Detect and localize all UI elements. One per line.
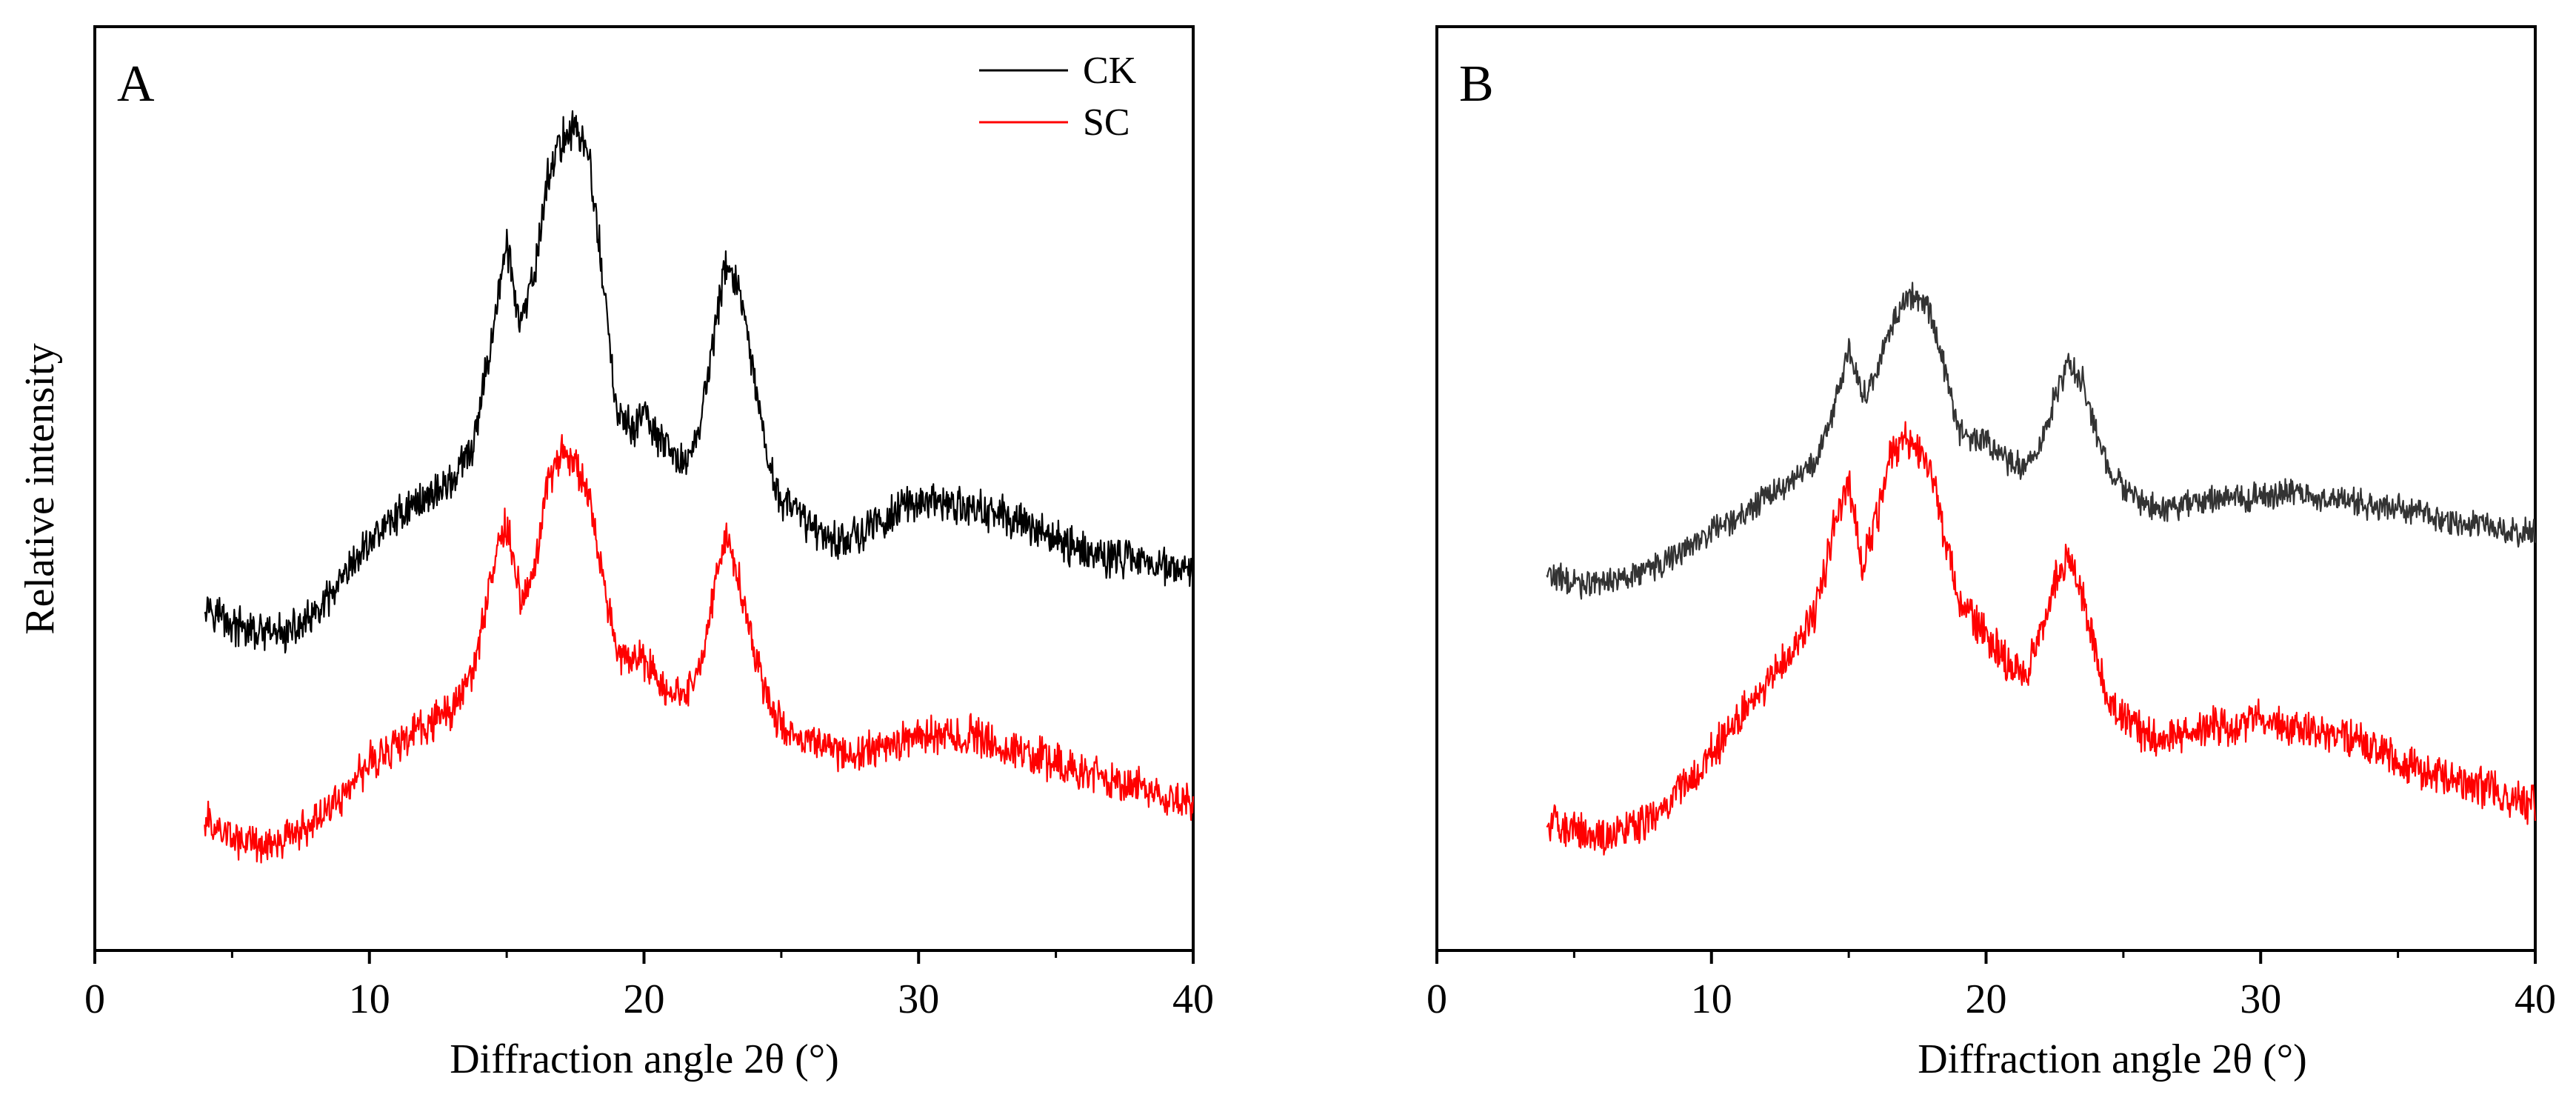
x-tick-label: 0 (1427, 976, 1447, 1022)
x-tick-label: 30 (898, 976, 939, 1022)
x-tick-label: 10 (1691, 976, 1732, 1022)
legend-label-ck: CK (1083, 50, 1137, 92)
x-tick-label: 40 (1172, 976, 1214, 1022)
x-axis-title-b: Diffraction angle 2θ (°) (1918, 1036, 2307, 1082)
panel-letter-b: B (1459, 56, 1494, 113)
y-axis-title: Relative intensity (17, 343, 63, 634)
x-axis-title-a: Diffraction angle 2θ (°) (450, 1036, 839, 1082)
chart-panel-b: 0 10 20 30 40 B Diffraction angle 2θ (°) (1427, 25, 2556, 1082)
x-tick-label: 40 (2515, 976, 2556, 1022)
legend-label-sc: SC (1083, 101, 1130, 144)
x-axis-ticks-b: 0 10 20 30 40 (1427, 950, 2556, 1022)
series-line-sc (204, 433, 1195, 864)
x-tick-label: 20 (1966, 976, 2007, 1022)
x-tick-label: 30 (2240, 976, 2281, 1022)
chart-panel-a: 0 10 20 30 40 A CK SC Diffraction angle 2θ (… (84, 25, 1214, 1082)
series-group-b (1546, 282, 2537, 856)
x-tick-label: 0 (84, 976, 105, 1022)
x-tick-label: 20 (624, 976, 665, 1022)
series-group-a (204, 110, 1195, 864)
series-line-sc (1546, 421, 2537, 856)
series-line-ck (204, 110, 1195, 654)
x-tick-label: 10 (349, 976, 390, 1022)
panel-letter-a: A (117, 56, 155, 113)
x-axis-ticks-a: 0 10 20 30 40 (84, 950, 1214, 1022)
series-line-ck (1546, 282, 2537, 600)
legend-a: CK SC (979, 50, 1137, 144)
